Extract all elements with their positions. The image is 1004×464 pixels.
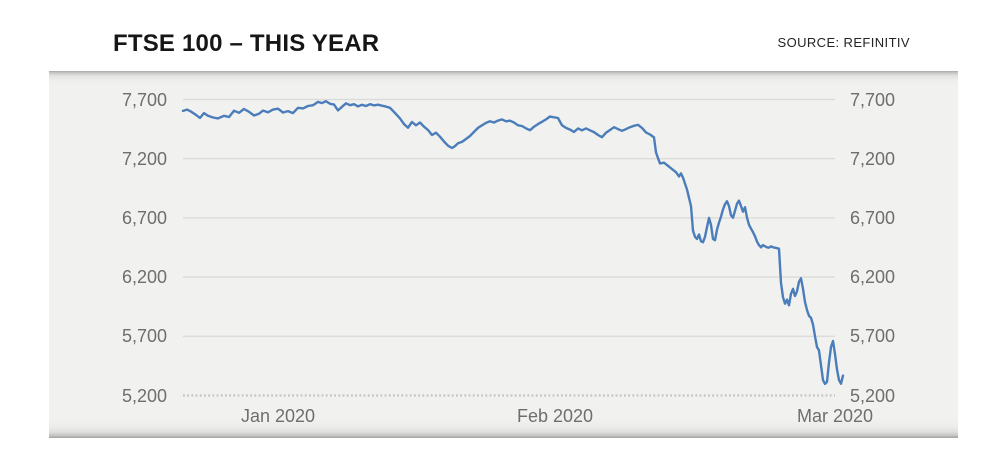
y-axis-label-left: 6,200 [121,267,167,288]
x-axis-label: Feb 2020 [516,406,594,426]
chart-panel: 7,700 7,700 7,200 7,200 6,700 6,700 6,200 6,200… [49,71,958,438]
plot-area [181,98,845,397]
chart-title: FTSE 100 – THIS YEAR [113,30,380,57]
y-axis-label-left: 5,700 [121,326,167,347]
y-axis-label-right: 6,200 [850,267,896,288]
ftse-price-line [181,100,845,386]
y-axis-label-right: 7,700 [850,89,896,110]
y-axis-label-left: 5,200 [121,385,167,406]
y-axis-label-right: 6,700 [850,207,896,228]
y-axis-label-right: 5,700 [850,326,896,347]
y-axis-label-right: 7,200 [850,148,896,169]
x-axis-label: Mar 2020 [796,406,874,426]
y-axis-label-left: 7,200 [121,148,167,169]
source-attribution: SOURCE: REFINITIV [777,35,910,50]
y-axis-label-left: 7,700 [121,89,167,110]
y-axis-label-right: 5,200 [850,385,896,406]
x-axis-label: Jan 2020 [240,406,316,426]
y-axis-label-left: 6,700 [121,207,167,228]
